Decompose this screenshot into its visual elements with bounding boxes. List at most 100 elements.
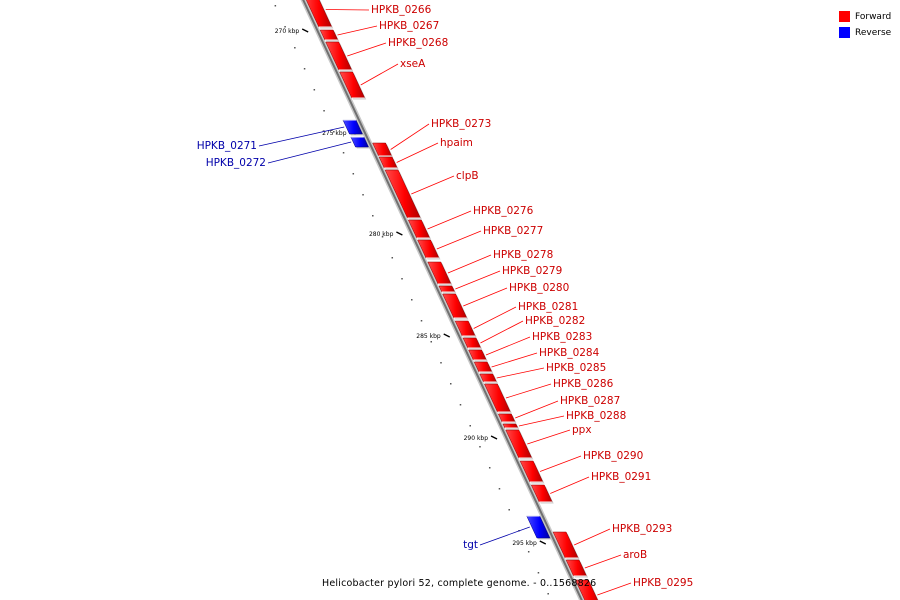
gene-label-hpkb-0280[interactable]: HPKB_0280 [509, 282, 569, 294]
axis-minor-dot [547, 593, 549, 595]
gene-hpkb-0280[interactable] [442, 293, 469, 320]
gene-tgt[interactable] [526, 515, 552, 540]
gene-label-hpkb-0287[interactable]: HPKB_0287 [560, 395, 620, 407]
gene-hpkb-0295[interactable] [575, 579, 603, 600]
gene-hpkb-0278[interactable] [427, 261, 453, 286]
gene-hpaim[interactable] [378, 156, 399, 170]
legend: Forward Reverse [839, 9, 891, 41]
gene-xsea[interactable] [339, 71, 367, 100]
legend-label-forward: Forward [855, 11, 892, 22]
gene-label-hpkb-0291[interactable]: HPKB_0291 [591, 471, 651, 483]
gene-label-tgt[interactable]: tgt [463, 539, 478, 551]
axis-tick-label: 295 kbp [512, 540, 537, 547]
gene-label-hpkb-0278[interactable]: HPKB_0278 [493, 249, 553, 261]
axis-minor-dot [323, 110, 325, 112]
gene-leader-line [550, 476, 590, 494]
gene-label-xsea[interactable]: xseA [400, 58, 426, 70]
axis-minor-dot [381, 236, 384, 238]
gene-hpkb-0285[interactable] [479, 373, 499, 384]
gene-label-hpkb-0285[interactable]: HPKB_0285 [546, 362, 606, 374]
gene-hpkb-0284[interactable] [473, 361, 494, 374]
gene-hpkb-0286[interactable] [484, 383, 512, 414]
axis-minor-dot [459, 404, 462, 406]
gene-ppx[interactable] [505, 429, 534, 460]
gene-leader-line [584, 554, 622, 569]
gene-hpkb-0266[interactable] [303, 0, 334, 29]
gene-label-hpkb-0282[interactable]: HPKB_0282 [525, 315, 585, 327]
gene-label-hpkb-0288[interactable]: HPKB_0288 [566, 410, 626, 422]
gene-label-hpkb-0286[interactable]: HPKB_0286 [553, 378, 614, 390]
gene-leader-line [479, 526, 530, 546]
gene-hpkb-0282[interactable] [462, 337, 483, 350]
gene-leader-line [347, 42, 387, 57]
gene-clpb[interactable] [384, 169, 422, 220]
axis-minor-dot [391, 257, 394, 259]
gene-label-hpkb-0295[interactable]: HPKB_0295 [633, 577, 693, 589]
gene-hpkb-0290[interactable] [519, 460, 545, 484]
gene-hpkb-0288[interactable] [502, 423, 520, 430]
axis-minor-dot [313, 89, 316, 91]
gene-label-hpkb-0273[interactable]: HPKB_0273 [431, 118, 491, 130]
gene-leader-line [597, 582, 632, 596]
genome-axis [302, 0, 583, 600]
gene-hpkb-0291[interactable] [530, 484, 554, 504]
axis-minor-dot [372, 215, 374, 217]
gene-label-clpb[interactable]: clpB [456, 170, 479, 182]
axis-minor-dot [362, 194, 364, 196]
gene-label-hpkb-0284[interactable]: HPKB_0284 [539, 347, 600, 359]
gene-label-hpkb-0281[interactable]: HPKB_0281 [518, 301, 578, 313]
axis-minor-dot [411, 299, 413, 301]
gene-hpkb-0279[interactable] [438, 285, 457, 294]
gene-hpkb-0276[interactable] [407, 219, 432, 240]
gene-label-hpkb-0266[interactable]: HPKB_0266 [371, 4, 432, 16]
gene-label-hpaim[interactable]: hpaim [440, 137, 473, 149]
gene-label-hpkb-0293[interactable]: HPKB_0293 [612, 523, 672, 535]
gene-hpkb-0273[interactable] [372, 142, 394, 158]
gene-hpkb-0281[interactable] [454, 320, 477, 338]
axis-minor-dot [352, 173, 355, 175]
gene-label-ppx[interactable]: ppx [572, 424, 592, 436]
axis-minor-dot [527, 551, 530, 553]
gene-leader-line [325, 9, 370, 11]
gene-label-hpkb-0272[interactable]: HPKB_0272 [206, 157, 266, 169]
gene-leader-line [436, 230, 482, 250]
genome-caption: Helicobacter pylori 52, complete genome.… [322, 578, 597, 589]
gene-hpkb-0293[interactable] [552, 531, 580, 560]
gene-leader-line [455, 270, 501, 290]
gene-hpkb-0268[interactable] [325, 41, 354, 72]
gene-label-hpkb-0277[interactable]: HPKB_0277 [483, 225, 543, 237]
gene-label-arob[interactable]: aroB [623, 549, 647, 561]
gene-label-hpkb-0290[interactable]: HPKB_0290 [583, 450, 643, 462]
axis-minor-dot [508, 509, 510, 511]
gene-hpkb-0272[interactable] [350, 136, 370, 149]
gene-hpkb-0287[interactable] [497, 413, 517, 424]
axis-minor-dot [430, 341, 433, 343]
gene-label-hpkb-0276[interactable]: HPKB_0276 [473, 205, 534, 217]
legend-item-reverse: Reverse [839, 25, 891, 40]
gene-leader-line [527, 429, 571, 445]
legend-label-reverse: Reverse [855, 27, 892, 38]
gene-hpkb-0283[interactable] [468, 349, 488, 362]
gene-label-hpkb-0279[interactable]: HPKB_0279 [502, 265, 562, 277]
gene-leader-line [515, 400, 559, 419]
gene-label-hpkb-0283[interactable]: HPKB_0283 [532, 331, 592, 343]
gene-leader-line [463, 287, 508, 307]
gene-label-hpkb-0268[interactable]: HPKB_0268 [388, 37, 448, 49]
gene-leader-line [496, 367, 545, 379]
gene-arob[interactable] [565, 559, 589, 578]
gene-leader-line [473, 306, 517, 329]
gene-label-hpkb-0267[interactable]: HPKB_0267 [379, 20, 439, 32]
gene-leader-line [447, 254, 492, 274]
gene-leader-line [485, 336, 531, 356]
axis-tick-label: 290 kbp [464, 435, 489, 442]
legend-swatch-forward [839, 11, 850, 22]
gene-leader-line [390, 123, 430, 150]
gene-label-hpkb-0271[interactable]: HPKB_0271 [197, 140, 257, 152]
gene-hpkb-0267[interactable] [319, 29, 340, 42]
axis-minor-dot [420, 320, 423, 322]
gene-hpkb-0277[interactable] [417, 239, 441, 260]
axis-tick-mark [301, 28, 309, 33]
gene-hpkb-0271[interactable] [342, 119, 364, 136]
gene-leader-line [573, 528, 611, 546]
axis-tick-label: 280 kbp [369, 231, 394, 238]
